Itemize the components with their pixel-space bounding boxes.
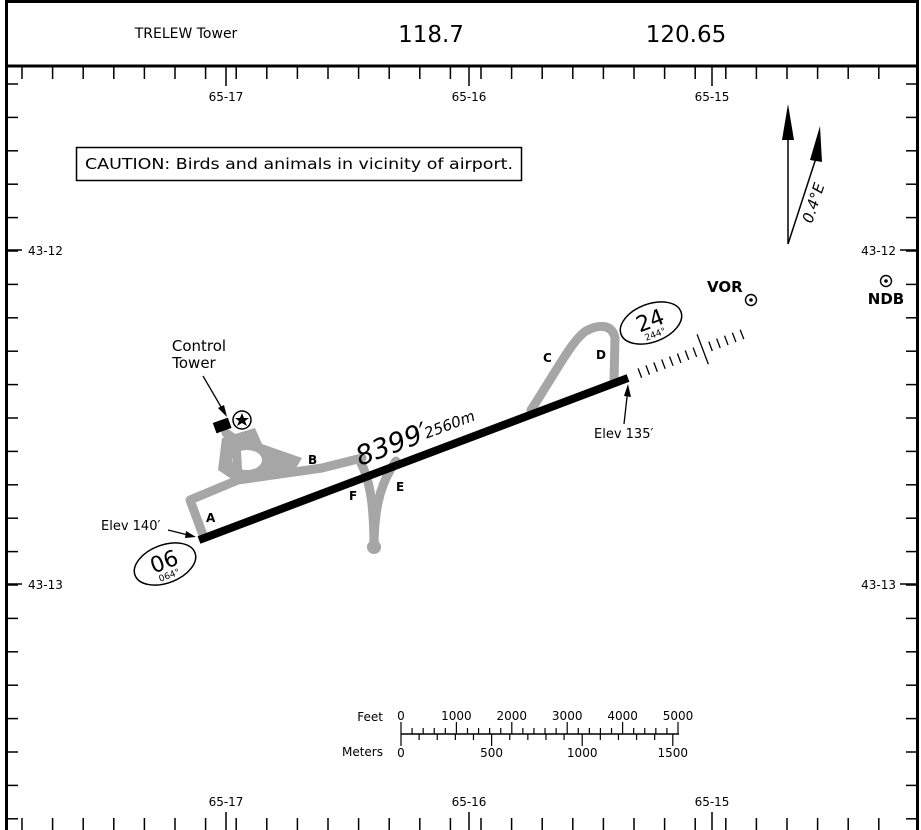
- approach-light-bar: [684, 350, 690, 361]
- runway-24-elevation-arrowhead: [624, 384, 631, 397]
- scale-meter-tick-label: 0: [397, 746, 405, 760]
- scale-meter-tick-label: 500: [480, 746, 503, 760]
- tower-frequency-primary: 118.7: [398, 22, 464, 48]
- runway-06-elevation-arrowhead: [185, 531, 196, 538]
- magnetic-variation-label: 0.4°E: [799, 180, 829, 225]
- control-tower-label-line1: Control: [172, 337, 226, 355]
- approach-light-bar: [653, 362, 658, 372]
- scale-feet-tick-label: 4000: [607, 709, 638, 723]
- ndb-icon: [879, 274, 893, 288]
- taxiway-b-label: B: [308, 453, 317, 467]
- longitude-label-bottom-east: 65-15: [695, 795, 730, 809]
- scale-feet-tick-label: 3000: [552, 709, 583, 723]
- runway-06-24: [197, 374, 630, 544]
- scale-feet-label: Feet: [357, 710, 383, 724]
- vor-icon: [744, 293, 758, 307]
- latitude-label-right-south: 43-13: [861, 578, 896, 592]
- scale-feet-tick-label: 1000: [441, 709, 472, 723]
- approach-light-bar: [696, 334, 709, 365]
- approach-light-bar: [676, 353, 682, 364]
- longitude-label-top-mid: 65-16: [452, 90, 487, 104]
- runway-24-elevation: Elev 135′: [594, 427, 653, 442]
- scale-feet-tick-label: 0: [397, 709, 405, 723]
- magnetic-north-arrow: [787, 151, 819, 245]
- approach-light-bar: [731, 332, 737, 343]
- north-arrow: [782, 104, 822, 245]
- taxiway-c-label: C: [543, 351, 552, 365]
- apron: [218, 428, 302, 478]
- longitude-label-top-west: 65-17: [209, 90, 244, 104]
- taxiway-e-label: E: [396, 480, 404, 494]
- vor-label: VOR: [707, 278, 743, 296]
- control-tower-leader: [202, 375, 225, 413]
- approach-light-bar: [637, 368, 643, 378]
- taxiway-network: [185, 321, 620, 553]
- taxiway-e-f-end: [367, 540, 381, 554]
- approach-lights-24: [637, 329, 745, 378]
- taxiway-c-d-loop: [526, 321, 620, 415]
- approach-light-bar: [716, 338, 721, 349]
- beacon-icon: [232, 410, 252, 430]
- latitude-label-right-north: 43-12: [861, 244, 896, 258]
- taxiway-f-label: F: [349, 489, 357, 503]
- runway-end-06-label: 06 064°: [133, 542, 197, 586]
- approach-light-bar: [739, 329, 745, 340]
- latitude-label-left-south: 43-13: [28, 578, 63, 592]
- caution-text: CAUTION: Birds and animals in vicinity o…: [85, 155, 513, 173]
- approach-light-bar: [645, 365, 651, 375]
- taxiway-d-label: D: [596, 348, 606, 362]
- scale-bar: Feet Meters 0 1000 2000 3000 4000 5000 0 500 100…: [342, 709, 693, 760]
- runway-end-24-label: 24 244°: [619, 301, 683, 345]
- approach-light-bar: [661, 359, 666, 370]
- approach-light-bar: [723, 335, 729, 346]
- approach-light-bar: [708, 341, 713, 352]
- runway-06-elevation: Elev 140′: [101, 519, 160, 534]
- control-tower-label-line2: Tower: [171, 354, 216, 372]
- approach-light-bar: [692, 347, 698, 358]
- taxiway-a-label: A: [206, 511, 216, 525]
- ndb-label: NDB: [868, 290, 904, 308]
- longitude-label-top-east: 65-15: [695, 90, 730, 104]
- graticule-ticks: [6, 66, 918, 830]
- scale-meter-tick-label: 1500: [658, 746, 689, 760]
- control-tower-building: [212, 417, 232, 434]
- longitude-label-bottom-mid: 65-16: [452, 795, 487, 809]
- tower-name: TRELEW Tower: [134, 26, 238, 42]
- approach-light-bar: [668, 356, 674, 367]
- longitude-label-bottom-west: 65-17: [209, 795, 244, 809]
- scale-meters-label: Meters: [342, 745, 383, 759]
- tower-frequency-secondary: 120.65: [646, 22, 726, 48]
- scale-meter-tick-label: 1000: [567, 746, 598, 760]
- caution-box: [75, 146, 523, 182]
- scale-feet-tick-label: 5000: [663, 709, 694, 723]
- latitude-label-left-north: 43-12: [28, 244, 63, 258]
- scale-feet-tick-label: 2000: [497, 709, 528, 723]
- control-tower-arrowhead: [218, 405, 227, 417]
